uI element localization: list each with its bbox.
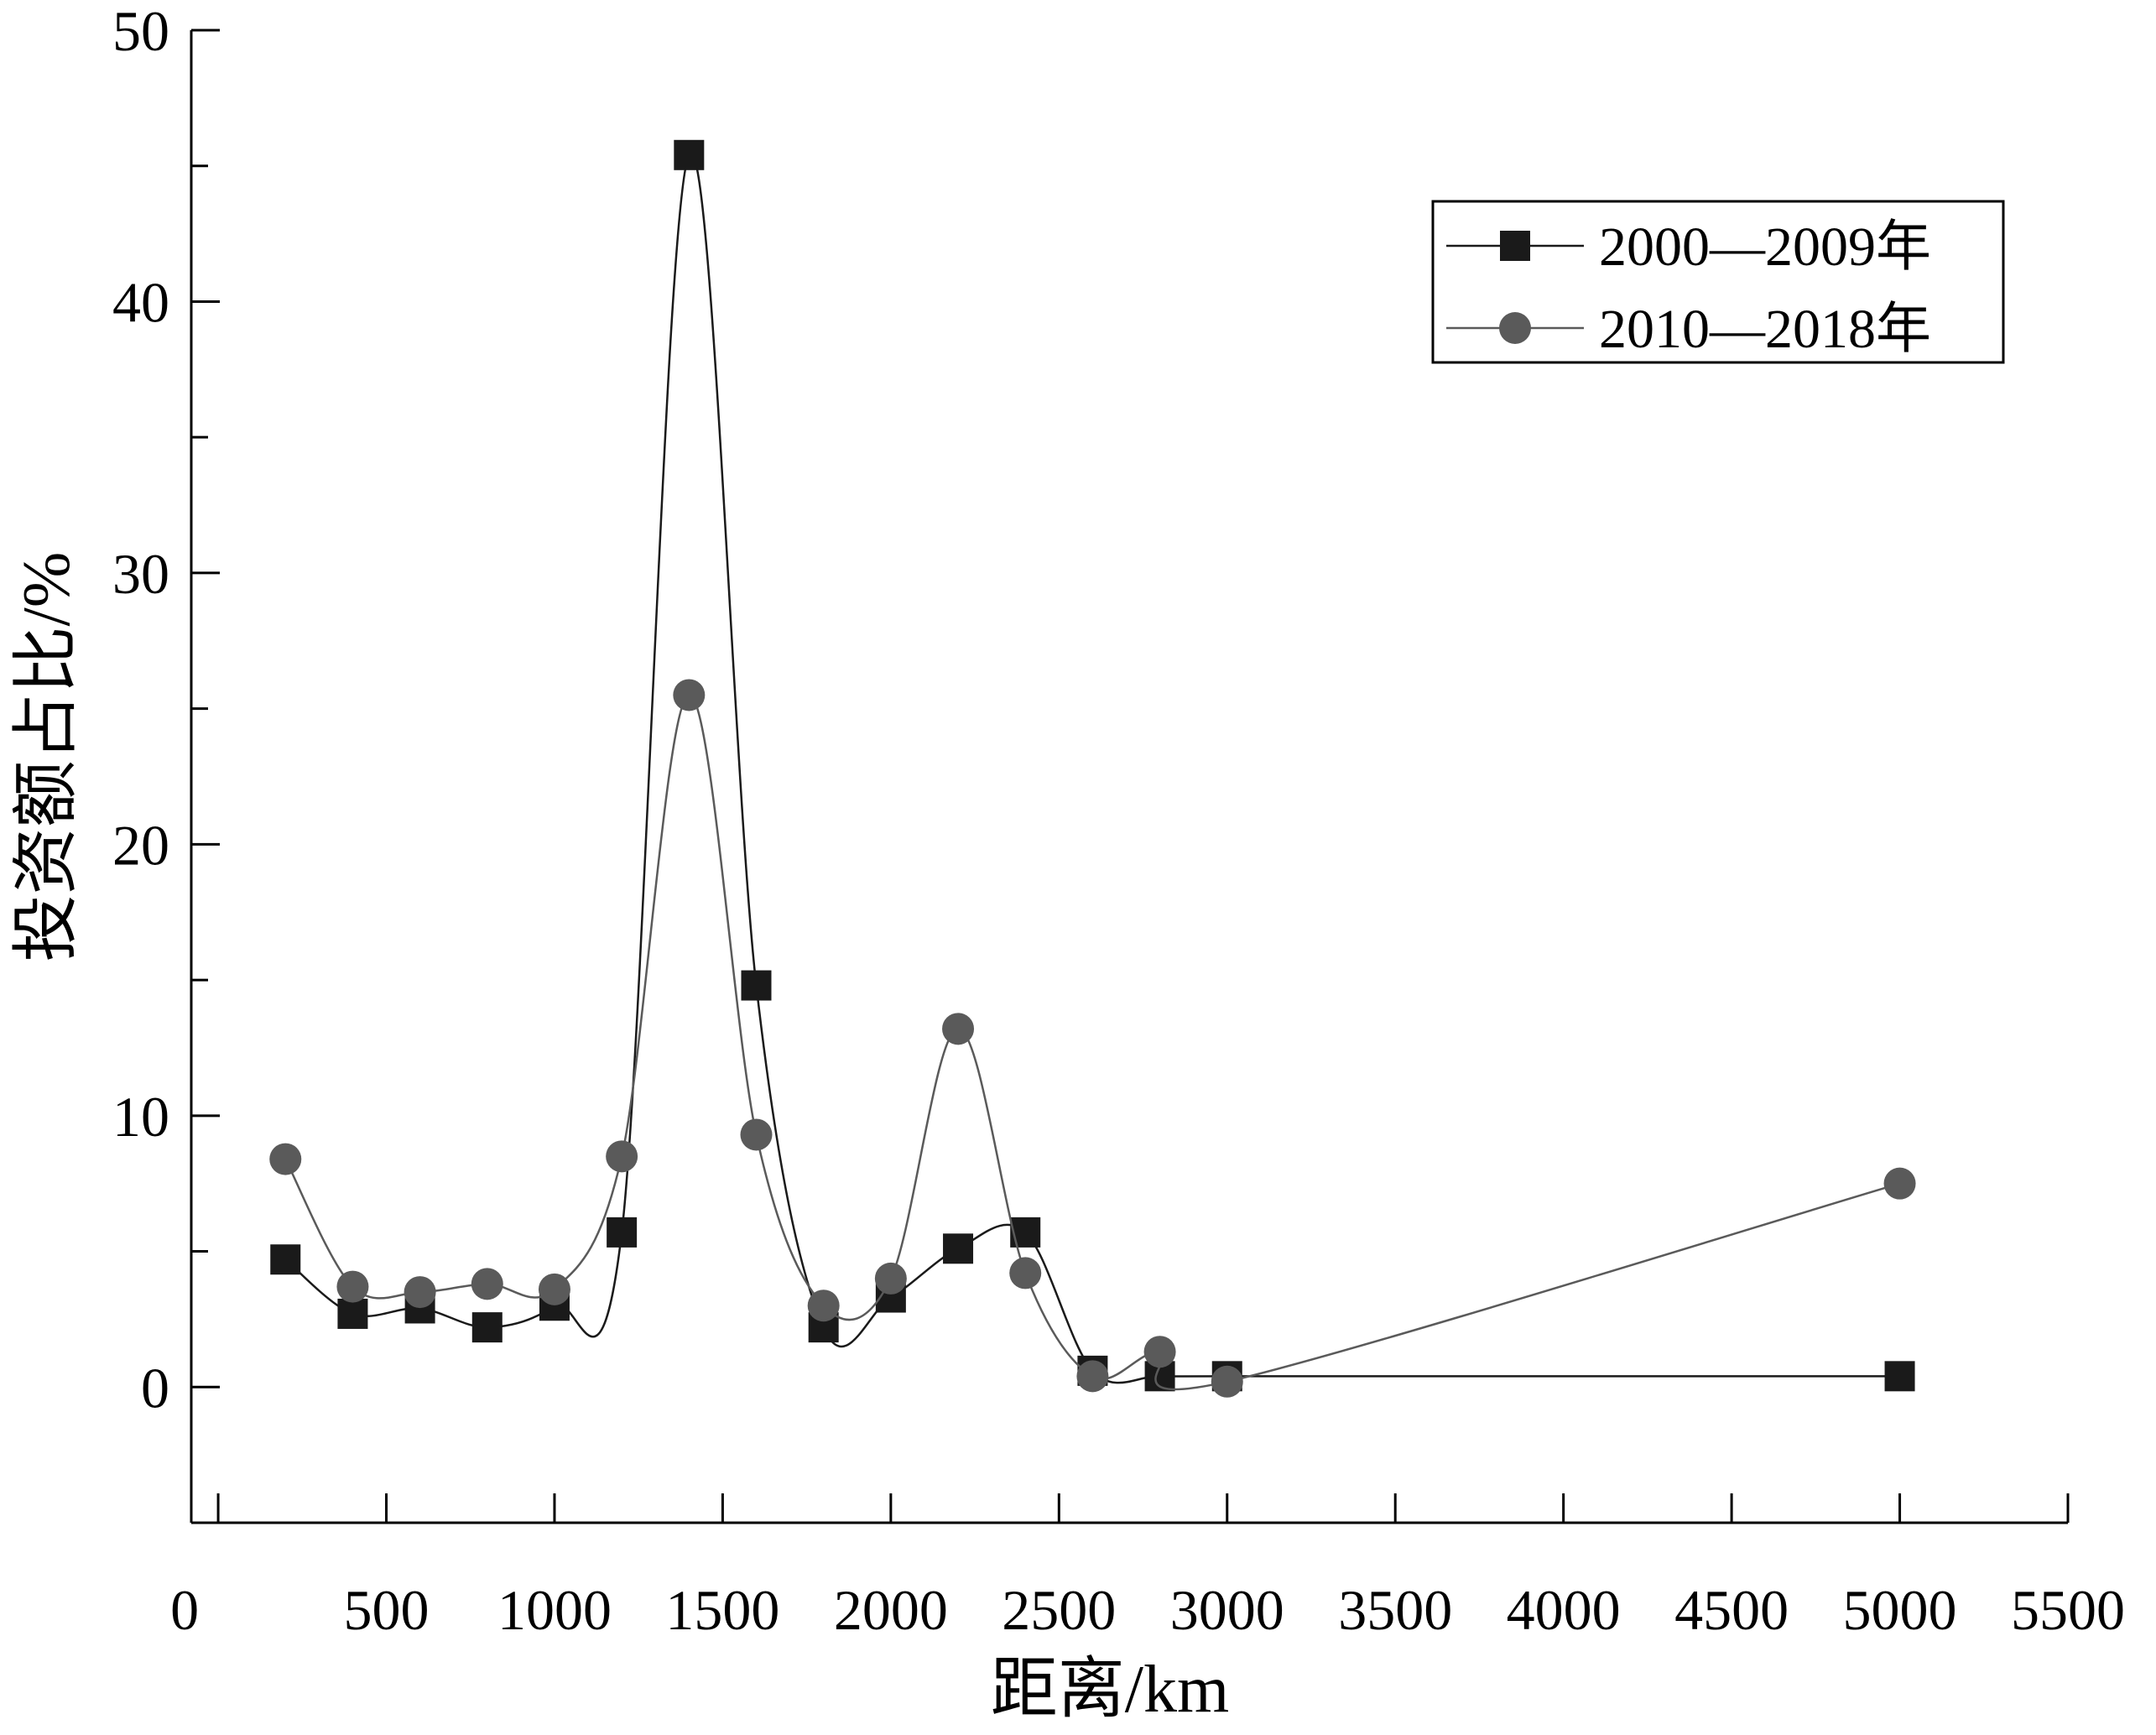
x-tick-label: 2500 (1002, 1578, 1116, 1642)
data-point-circle (874, 1262, 907, 1295)
legend-label: 2000—2009年 (1599, 216, 1931, 278)
y-tick-label: 50 (112, 0, 169, 63)
data-point-circle (336, 1270, 369, 1303)
series-layer (269, 139, 1916, 1398)
data-point-circle (606, 1140, 638, 1173)
series-line (284, 694, 1900, 1391)
y-tick-label: 30 (112, 542, 169, 606)
data-point-circle (269, 1143, 302, 1175)
data-point-circle (1883, 1167, 1916, 1200)
x-tick-label: 500 (344, 1578, 430, 1642)
legend: 2000—2009年 2010—2018年 (1431, 200, 2005, 364)
x-tick-label: 3500 (1338, 1578, 1452, 1642)
data-point-square (741, 970, 772, 1001)
data-point-circle (538, 1273, 570, 1305)
x-tick-label: 1000 (497, 1578, 612, 1642)
x-tick-label: 5500 (2011, 1578, 2125, 1642)
data-point-circle (673, 679, 706, 711)
data-point-circle (471, 1268, 503, 1300)
x-tick-label: 2000 (834, 1578, 948, 1642)
x-tick-label: 3000 (1170, 1578, 1284, 1642)
data-point-square (270, 1244, 301, 1275)
y-axis-title: 投资额占比/% (10, 552, 84, 962)
legend-marker-circle (1499, 312, 1531, 344)
data-point-square (607, 1217, 638, 1248)
legend-marker-square (1500, 231, 1530, 261)
y-tick-label: 10 (112, 1085, 169, 1149)
data-point-circle (942, 1013, 975, 1045)
data-point-circle (1143, 1336, 1176, 1368)
y-tick-label: 40 (112, 270, 169, 334)
data-point-circle (1211, 1365, 1243, 1398)
data-point-circle (404, 1276, 436, 1309)
x-tick-label: 1500 (665, 1578, 779, 1642)
x-tick-label: 4500 (1674, 1578, 1789, 1642)
data-point-circle (1076, 1360, 1109, 1393)
data-point-square (337, 1298, 368, 1329)
x-tick-label: 5000 (1843, 1578, 1957, 1642)
x-tick-label: 0 (170, 1578, 199, 1642)
data-point-circle (740, 1118, 773, 1151)
y-tick-label: 0 (141, 1356, 169, 1420)
data-point-square (1884, 1361, 1915, 1392)
y-tick-label: 20 (112, 813, 169, 877)
data-point-circle (1009, 1257, 1042, 1290)
x-axis-title: 距离/km (991, 1653, 1229, 1727)
data-point-square (943, 1233, 974, 1264)
data-point-square (674, 139, 705, 170)
x-tick-label: 4000 (1507, 1578, 1621, 1642)
data-point-square (471, 1312, 503, 1343)
legend-label: 2010—2018年 (1599, 299, 1931, 360)
series-2 (269, 679, 1916, 1398)
data-point-square (1010, 1217, 1041, 1248)
data-point-circle (807, 1290, 840, 1322)
